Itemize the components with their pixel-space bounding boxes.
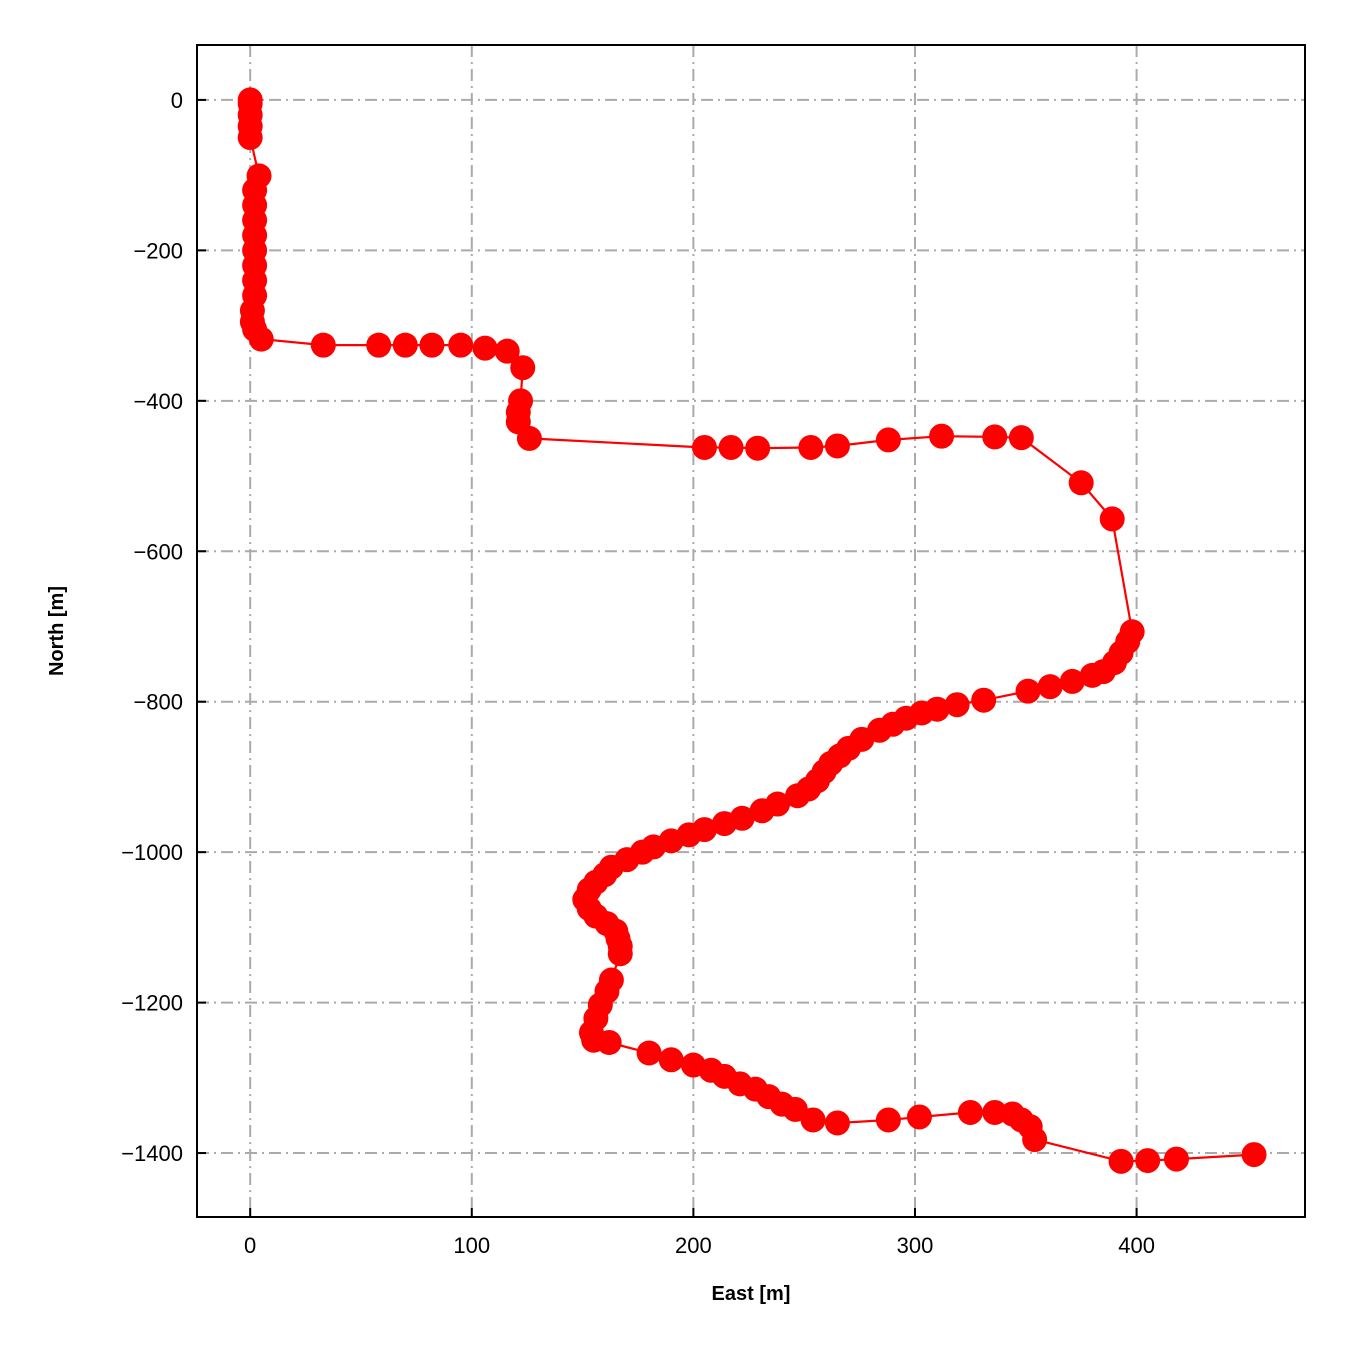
data-point [749,798,775,824]
data-point [1135,1148,1161,1174]
data-point [1037,674,1063,700]
data-point [1108,1148,1134,1174]
x-tick-label: 200 [675,1233,712,1258]
x-tick-label: 0 [244,1233,256,1258]
y-tick-label: −1200 [121,991,183,1016]
data-point [237,125,263,151]
y-tick-label: −1400 [121,1141,183,1166]
data-point [944,692,970,718]
data-point [1241,1142,1267,1168]
data-point [392,332,418,358]
data-point [711,811,737,837]
data-point [248,326,274,352]
data-point [906,1104,932,1130]
data-point [800,1107,826,1133]
data-point [1059,668,1085,694]
data-point [310,332,336,358]
y-tick-label: −1000 [121,840,183,865]
plot-frame [196,44,1306,1218]
data-point [718,434,744,460]
data-point [929,423,955,449]
data-point [691,434,717,460]
data-point [1079,662,1105,688]
data-point [982,424,1008,450]
data-point [1068,470,1094,496]
data-point [636,1040,662,1066]
data-point [824,433,850,459]
series-trajectory [237,87,1267,1174]
ticks: 0 100 200 300 400 0 −200 −400 −600 −800 −1000 −1200… [121,88,1155,1258]
y-axis-label: North [m] [46,586,68,676]
data-point [824,1110,850,1136]
data-point [875,1107,901,1133]
data-point [1099,506,1125,532]
data-point [472,335,498,361]
x-tick-label: 100 [453,1233,490,1258]
y-tick-label: −400 [133,389,183,414]
x-axis-label: East [m] [712,1283,791,1305]
data-point [596,1029,622,1055]
y-tick-label: −600 [133,539,183,564]
x-tick-label: 300 [897,1233,934,1258]
y-tick-label: −200 [133,238,183,263]
data-point [745,435,771,461]
data-point [785,783,811,809]
data-point [448,332,474,358]
y-tick-label: 0 [171,88,183,113]
data-point [1015,678,1041,704]
data-point [1163,1146,1189,1172]
data-point [798,434,824,460]
data-point [1022,1127,1048,1153]
x-tick-label: 400 [1118,1233,1155,1258]
data-point [366,332,392,358]
data-point [510,355,536,381]
y-tick-label: −800 [133,690,183,715]
data-point [971,687,997,713]
data-point [957,1099,983,1125]
data-point [419,332,445,358]
data-point [516,425,542,451]
data-point [1008,425,1034,451]
data-point [607,941,633,967]
data-point [875,427,901,453]
data-point [494,338,520,364]
data-point [658,1047,684,1073]
